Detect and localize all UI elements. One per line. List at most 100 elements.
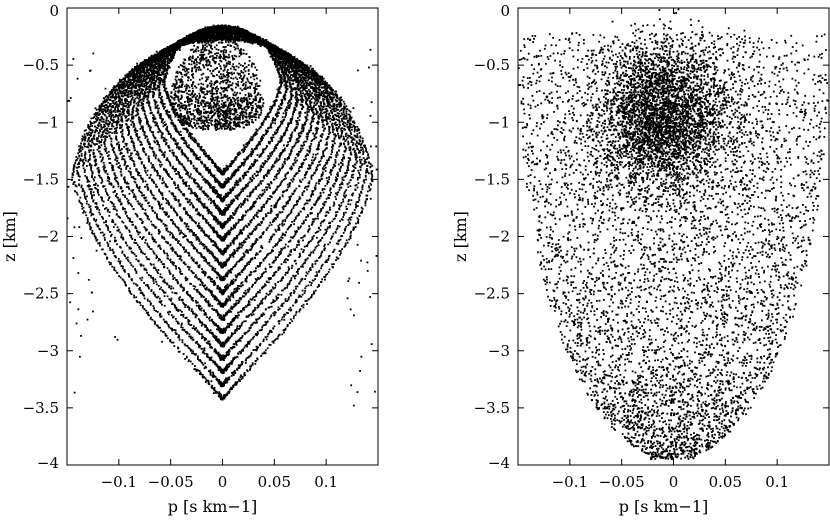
orbit-point [153,166,155,169]
orbit-point [295,139,298,141]
orbit-point [275,147,278,150]
orbit-point [282,112,285,115]
orbit-point [166,97,169,100]
orbit-point [223,212,226,215]
orbit-point [278,55,281,58]
orbit-point [295,153,298,156]
orbit-point [148,77,151,80]
orbit-point [172,165,174,168]
orbit-point [217,166,219,168]
orbit-point [300,78,303,80]
orbit-point [245,211,247,213]
orbit-point [148,158,150,161]
orbit-point [242,151,245,153]
orbit-point [217,220,220,223]
orbit-point [164,109,167,112]
orbit-point [195,140,197,142]
orbit-point [232,228,234,230]
orbit-point [235,224,237,226]
orbit-point [209,158,212,161]
orbit-point [175,127,178,130]
orbit-point [198,172,201,175]
orbit-point [270,166,273,169]
orbit-point [166,63,169,66]
orbit-point [231,188,233,191]
orbit-point [165,90,167,93]
orbit-point [240,30,243,33]
orbit-point [250,207,253,210]
orbit-point [269,125,272,128]
orbit-point [228,233,230,236]
orbit-point [284,162,286,165]
orbit-point [298,134,300,137]
orbit-point [287,69,289,72]
orbit-point [136,94,139,97]
orbit-point [293,108,296,111]
orbit-point [150,78,153,80]
orbit-point [189,192,192,195]
orbit-point [251,153,254,155]
orbit-point [142,130,144,132]
orbit-point [283,60,286,63]
orbit-point [291,146,294,148]
orbit-point [256,171,259,174]
orbit-point [229,242,232,245]
orbit-point [161,179,164,181]
orbit-point [146,98,149,101]
orbit-point [281,166,284,168]
orbit-point [309,103,312,105]
orbit-point [225,249,228,251]
orbit-point [184,210,187,213]
orbit-point [215,189,218,192]
orbit-point [148,91,151,93]
orbit-point [146,141,149,143]
orbit-point [191,133,193,135]
orbit-point [290,150,293,153]
orbit-point [231,187,234,189]
orbit-point [281,122,284,125]
orbit-point [179,189,181,192]
orbit-point [169,101,172,104]
orbit-point [161,57,163,59]
orbit-point [160,102,163,105]
orbit-point [202,230,205,233]
orbit-point [155,105,158,108]
orbit-point [214,164,217,166]
orbit-point [243,226,246,229]
orbit-point [268,184,271,187]
orbit-point [237,183,240,186]
orbit-point [278,167,281,170]
orbit-point [167,93,170,96]
orbit-point [192,153,195,156]
orbit-point [206,206,209,209]
orbit-point [153,116,156,119]
orbit-point [187,133,190,136]
orbit-point [273,52,276,54]
orbit-point [279,152,282,155]
orbit-point [295,119,297,122]
orbit-point [301,147,304,150]
orbit-point [246,32,249,35]
orbit-point [246,226,249,228]
orbit-point [153,71,155,73]
orbit-point [233,159,235,162]
orbit-point [276,170,279,172]
orbit-point [294,161,297,164]
orbit-point [139,140,141,143]
orbit-point [296,97,298,99]
orbit-point [266,183,269,186]
orbit-point [277,126,279,129]
orbit-point [198,213,200,215]
orbit-point [160,60,163,62]
orbit-point [306,91,309,94]
orbit-point [252,151,255,153]
orbit-point [164,183,167,185]
orbit-point [311,116,313,119]
orbit-point [298,115,301,118]
orbit-point [165,158,168,161]
orbit-point [296,93,299,96]
orbit-point [301,97,304,100]
orbit-point [216,218,219,221]
orbit-point [223,210,226,212]
orbit-point [294,104,297,106]
